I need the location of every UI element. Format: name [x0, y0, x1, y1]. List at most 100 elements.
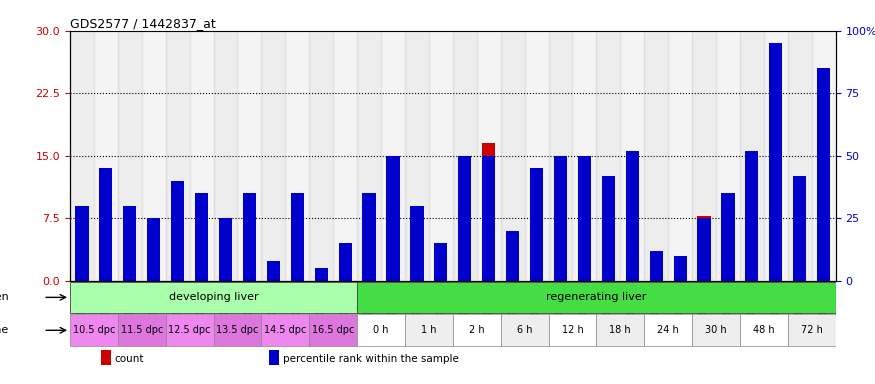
Bar — [769, 43, 782, 281]
Bar — [554, 156, 567, 281]
Bar — [165, 314, 214, 346]
Bar — [746, 151, 759, 281]
Bar — [75, 206, 88, 281]
Bar — [525, 31, 549, 281]
Bar — [716, 31, 740, 281]
Bar — [746, 218, 759, 281]
Bar — [572, 31, 597, 281]
Bar — [290, 193, 304, 281]
Text: 30 h: 30 h — [705, 325, 727, 335]
Text: 6 h: 6 h — [517, 325, 532, 335]
Bar — [530, 168, 543, 281]
Bar — [290, 210, 304, 281]
Bar — [309, 31, 333, 281]
Text: specimen: specimen — [0, 292, 9, 302]
Bar — [668, 31, 692, 281]
Text: 48 h: 48 h — [753, 325, 774, 335]
Bar — [214, 314, 262, 346]
Bar — [697, 216, 710, 281]
Bar — [219, 218, 232, 281]
Bar — [381, 31, 405, 281]
Bar — [740, 314, 788, 346]
Bar — [429, 31, 453, 281]
Bar — [626, 172, 639, 281]
Bar — [118, 31, 142, 281]
Bar — [339, 243, 352, 281]
Bar — [812, 31, 836, 281]
Bar — [165, 31, 190, 281]
Bar — [362, 193, 375, 281]
Bar — [530, 243, 543, 281]
Bar — [458, 156, 472, 281]
Bar — [721, 218, 734, 281]
Bar — [243, 207, 256, 281]
Text: 14.5 dpc: 14.5 dpc — [264, 325, 306, 335]
Text: 12 h: 12 h — [562, 325, 584, 335]
Bar — [674, 256, 687, 281]
Bar — [70, 281, 357, 313]
Bar — [405, 314, 453, 346]
Bar — [697, 218, 710, 281]
Text: 18 h: 18 h — [610, 325, 631, 335]
Bar — [506, 231, 519, 281]
Text: percentile rank within the sample: percentile rank within the sample — [283, 354, 458, 364]
Text: 72 h: 72 h — [801, 325, 822, 335]
Bar — [315, 268, 328, 281]
Bar — [142, 31, 165, 281]
Bar — [788, 31, 812, 281]
Bar — [626, 151, 639, 281]
Bar — [195, 193, 208, 281]
Bar — [674, 260, 687, 281]
Bar — [172, 181, 185, 281]
Text: count: count — [115, 354, 144, 364]
Bar — [147, 218, 160, 281]
Text: 13.5 dpc: 13.5 dpc — [216, 325, 259, 335]
Text: 16.5 dpc: 16.5 dpc — [312, 325, 354, 335]
Bar — [477, 31, 500, 281]
Bar — [123, 221, 136, 281]
Text: 10.5 dpc: 10.5 dpc — [73, 325, 116, 335]
Bar — [597, 31, 620, 281]
Bar — [692, 31, 716, 281]
Text: time: time — [0, 325, 9, 335]
Bar — [309, 314, 357, 346]
Bar — [549, 314, 597, 346]
Text: 0 h: 0 h — [374, 325, 388, 335]
Bar — [578, 156, 591, 281]
Bar — [362, 207, 375, 281]
Bar — [357, 314, 405, 346]
Text: GDS2577 / 1442837_at: GDS2577 / 1442837_at — [70, 17, 216, 30]
Bar — [123, 206, 136, 281]
Bar — [94, 31, 118, 281]
Bar — [262, 314, 309, 346]
Bar — [70, 31, 94, 281]
Bar — [482, 143, 495, 281]
Bar — [482, 156, 495, 281]
Bar — [387, 207, 400, 281]
Bar — [147, 258, 160, 281]
Bar — [602, 177, 615, 281]
Bar — [764, 31, 788, 281]
Text: 24 h: 24 h — [657, 325, 679, 335]
Bar — [357, 31, 381, 281]
Bar — [578, 177, 591, 281]
Bar — [597, 314, 644, 346]
Bar — [458, 164, 472, 281]
Bar — [649, 251, 662, 281]
Bar — [101, 349, 110, 365]
Bar — [387, 156, 400, 281]
Bar — [70, 314, 118, 346]
Bar — [190, 31, 214, 281]
Bar — [219, 227, 232, 281]
Bar — [243, 193, 256, 281]
Bar — [692, 314, 740, 346]
Bar — [405, 31, 429, 281]
Text: regenerating liver: regenerating liver — [546, 292, 647, 302]
Bar — [410, 206, 424, 281]
Bar — [769, 76, 782, 281]
Bar — [817, 147, 830, 281]
Bar — [270, 349, 279, 365]
Bar — [817, 68, 830, 281]
Bar — [99, 193, 113, 281]
Text: 1 h: 1 h — [421, 325, 437, 335]
